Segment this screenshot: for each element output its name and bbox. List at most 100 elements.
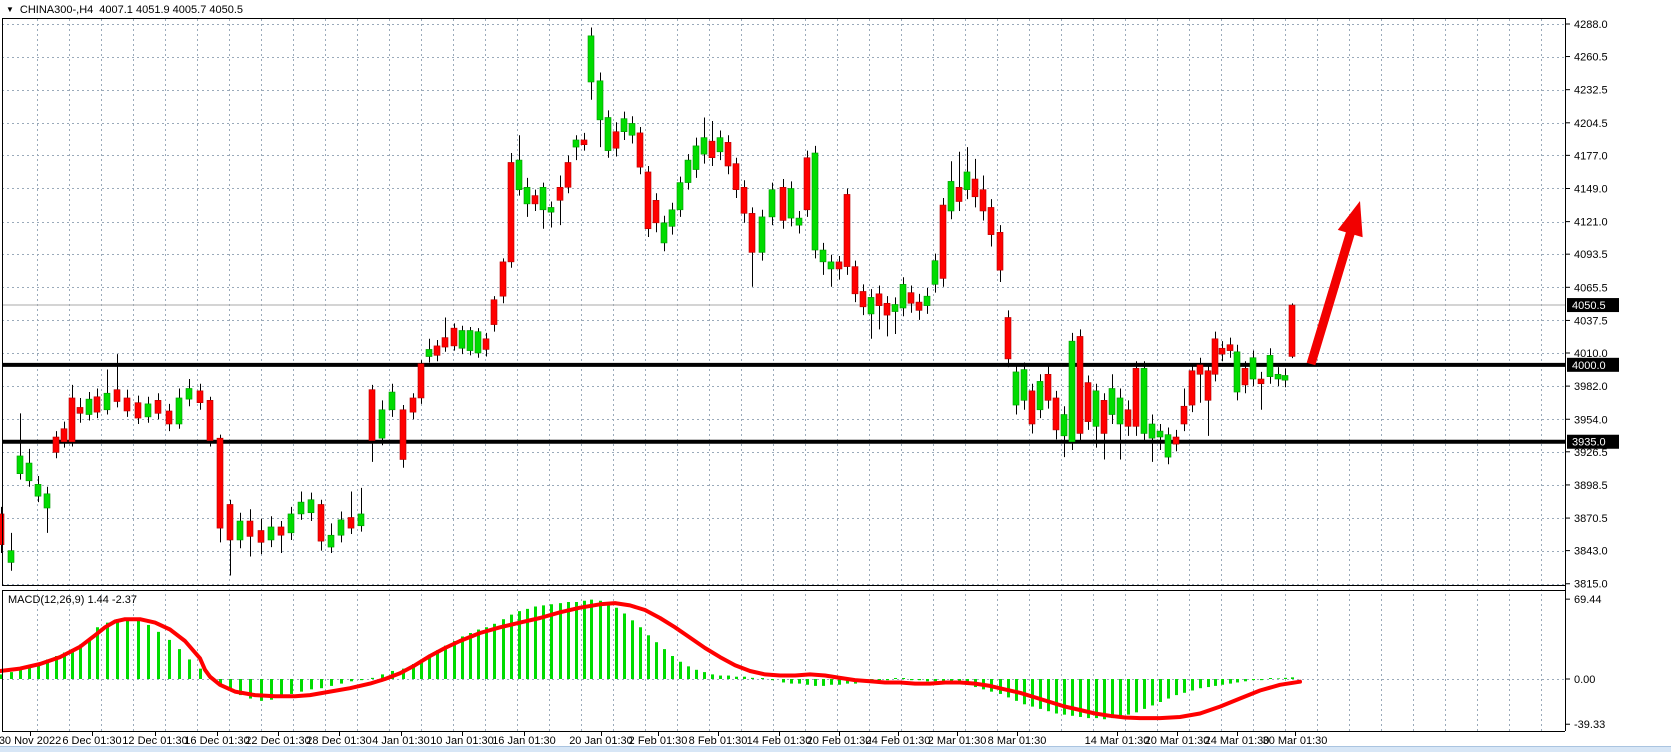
candle — [1188, 363, 1196, 413]
candle — [1281, 368, 1289, 388]
candle — [347, 491, 355, 535]
candle — [740, 180, 748, 223]
symbol-dropdown-icon[interactable]: ▼ — [6, 5, 14, 14]
trend-arrow-annotation[interactable] — [1306, 201, 1363, 366]
candle — [867, 289, 875, 339]
candle — [979, 175, 987, 221]
candle — [758, 209, 766, 261]
candle — [556, 175, 564, 226]
candle — [875, 285, 883, 330]
price-tick-label: 4065.5 — [1574, 282, 1608, 294]
candle — [226, 499, 234, 576]
macd-tick-label: -39.33 — [1574, 719, 1605, 731]
candle — [891, 297, 899, 335]
time-tick-label: 10 Jan 01:30 — [430, 735, 494, 747]
horizontal-level-lines[interactable] — [2, 362, 1565, 444]
candle — [68, 384, 76, 447]
time-tick-label: 14 Feb 01:30 — [747, 735, 812, 747]
candle — [388, 383, 396, 417]
candle — [1274, 367, 1282, 387]
candle — [1132, 361, 1140, 436]
candle — [1156, 423, 1164, 451]
candle — [1084, 375, 1092, 430]
candle — [1036, 374, 1044, 419]
price-tick-label: 3926.5 — [1574, 447, 1608, 459]
candle — [103, 369, 111, 415]
candle — [482, 332, 490, 357]
chart-header: ▼ CHINA300-,H4 4007.1 4051.9 4005.7 4050… — [6, 3, 243, 17]
candle — [466, 326, 474, 356]
candle — [16, 413, 24, 480]
candle — [587, 27, 595, 100]
ohlc-values: 4007.1 4051.9 4005.7 4050.5 — [99, 4, 244, 16]
macd-indicator-label: MACD(12,26,9) 1.44 -2.37 — [8, 594, 138, 606]
candle — [1233, 344, 1241, 401]
svg-text:4000.0: 4000.0 — [1572, 360, 1606, 372]
macd-tick-label: 69.44 — [1574, 594, 1602, 606]
candle — [1226, 337, 1234, 358]
candle — [1028, 383, 1036, 434]
time-tick-label: 20 Mar 01:30 — [1145, 735, 1210, 747]
symbol-period-label: CHINA300-,H4 — [19, 4, 94, 16]
candle — [1020, 362, 1028, 410]
candle — [277, 521, 285, 553]
time-tick-label: 6 Dec 01:30 — [62, 735, 121, 747]
candle — [378, 400, 386, 446]
price-tick-label: 4121.0 — [1574, 217, 1608, 229]
candle — [317, 499, 325, 551]
candle — [1241, 361, 1249, 394]
time-tick-label: 8 Feb 01:30 — [689, 735, 748, 747]
candle — [236, 512, 244, 549]
price-tick-label: 3982.0 — [1574, 381, 1608, 393]
candle — [417, 360, 425, 404]
candle — [987, 199, 995, 247]
candle — [811, 145, 819, 259]
candle — [604, 110, 612, 158]
candle — [915, 293, 923, 320]
candle — [1204, 363, 1212, 436]
price-tick-label: 4177.0 — [1574, 150, 1608, 162]
candle — [474, 328, 482, 358]
candle — [1068, 332, 1076, 451]
candle — [580, 132, 588, 151]
candle — [1266, 348, 1274, 384]
candle — [819, 242, 827, 275]
time-tick-label: 4 Jan 01:30 — [372, 735, 430, 747]
candle — [1249, 350, 1257, 387]
candle — [1108, 374, 1116, 424]
candle — [931, 253, 939, 293]
candle — [724, 135, 732, 175]
candle — [1124, 400, 1132, 436]
time-tick-label: 16 Dec 01:30 — [184, 735, 249, 747]
candle — [1004, 310, 1012, 368]
macd-signal-line — [0, 601, 1302, 721]
candle — [676, 176, 684, 217]
candle — [803, 150, 811, 217]
candle — [175, 388, 183, 429]
candle — [1196, 357, 1204, 403]
candle — [851, 260, 859, 303]
price-tick-label: 4260.5 — [1574, 52, 1608, 64]
time-tick-label: 8 Mar 01:30 — [988, 735, 1047, 747]
candle — [409, 393, 417, 420]
candle — [7, 532, 15, 571]
candle — [700, 117, 708, 164]
chart-frame — [2, 18, 1566, 732]
candle — [787, 181, 795, 227]
candle — [668, 202, 676, 235]
candle — [93, 388, 101, 419]
time-tick-label: 12 Dec 01:30 — [122, 735, 187, 747]
candle — [327, 523, 335, 553]
price-axis[interactable]: 4288.0 4260.5 4232.5 4204.5 4177.0 4149.0 4121… — [1565, 0, 1671, 752]
candle — [531, 189, 539, 211]
candle — [1172, 429, 1180, 452]
time-tick-label: 20 Feb 01:30 — [807, 735, 872, 747]
candle — [507, 152, 515, 268]
candle — [899, 277, 907, 317]
price-tick-label: 4149.0 — [1574, 183, 1608, 195]
candle — [144, 396, 152, 423]
